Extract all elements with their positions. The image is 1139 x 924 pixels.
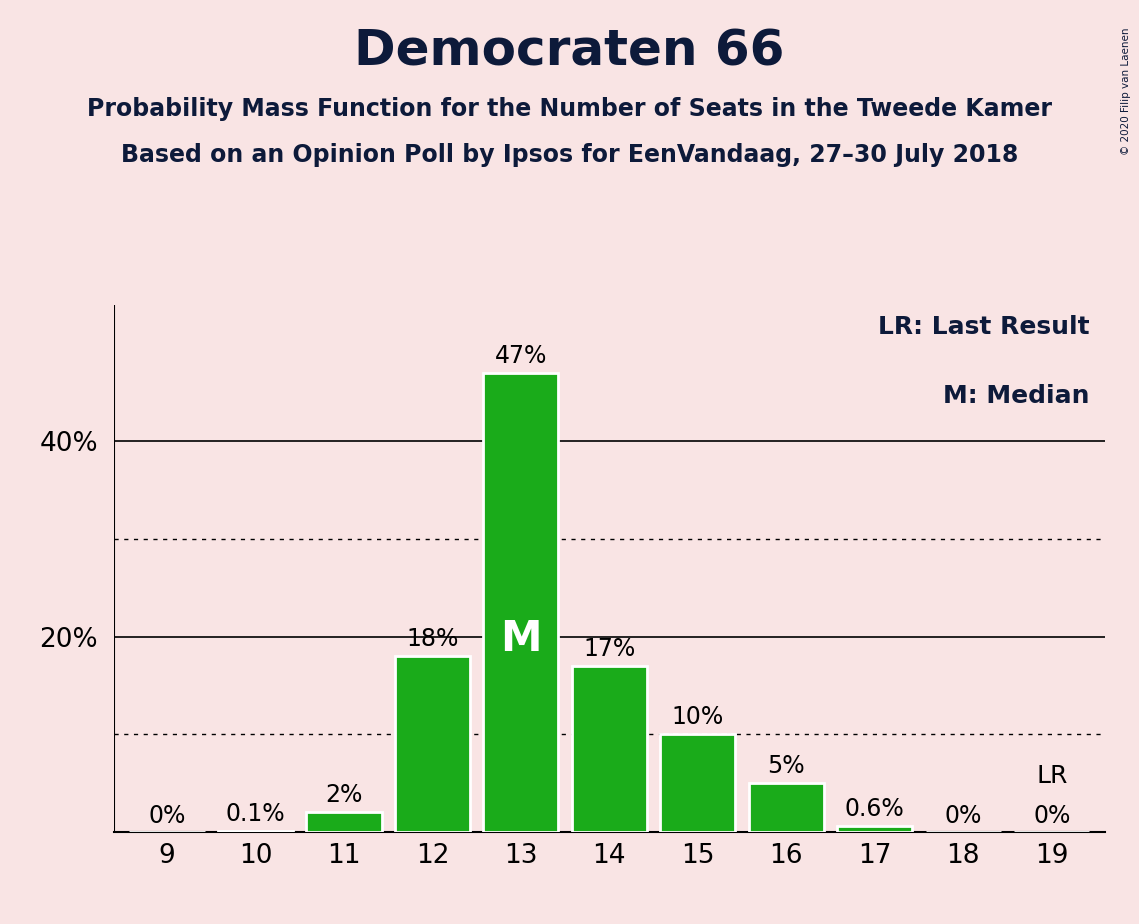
Bar (837, 826, 912, 832)
Text: 10%: 10% (672, 705, 724, 729)
Text: 18%: 18% (407, 627, 459, 651)
Text: 5%: 5% (768, 754, 805, 778)
Text: Based on an Opinion Poll by Ipsos for EenVandaag, 27–30 July 2018: Based on an Opinion Poll by Ipsos for Ee… (121, 143, 1018, 167)
Bar (572, 666, 647, 832)
Bar (218, 831, 293, 832)
Text: Probability Mass Function for the Number of Seats in the Tweede Kamer: Probability Mass Function for the Number… (87, 97, 1052, 121)
Bar (483, 373, 558, 832)
Bar (306, 812, 382, 832)
Bar (748, 783, 823, 832)
Text: © 2020 Filip van Laenen: © 2020 Filip van Laenen (1121, 28, 1131, 155)
Bar (395, 656, 470, 832)
Text: 0%: 0% (944, 804, 982, 828)
Text: LR: LR (1036, 764, 1067, 787)
Text: M: Median: M: Median (943, 384, 1090, 407)
Text: 0%: 0% (1033, 804, 1071, 828)
Text: 0.1%: 0.1% (226, 802, 285, 826)
Text: 0%: 0% (148, 804, 186, 828)
Text: 17%: 17% (583, 637, 636, 661)
Text: 2%: 2% (326, 784, 362, 808)
Text: LR: Last Result: LR: Last Result (878, 315, 1090, 339)
Text: Democraten 66: Democraten 66 (354, 28, 785, 76)
Text: M: M (500, 618, 542, 660)
Text: 0.6%: 0.6% (845, 796, 904, 821)
Text: 47%: 47% (494, 345, 547, 369)
Bar (661, 734, 736, 832)
